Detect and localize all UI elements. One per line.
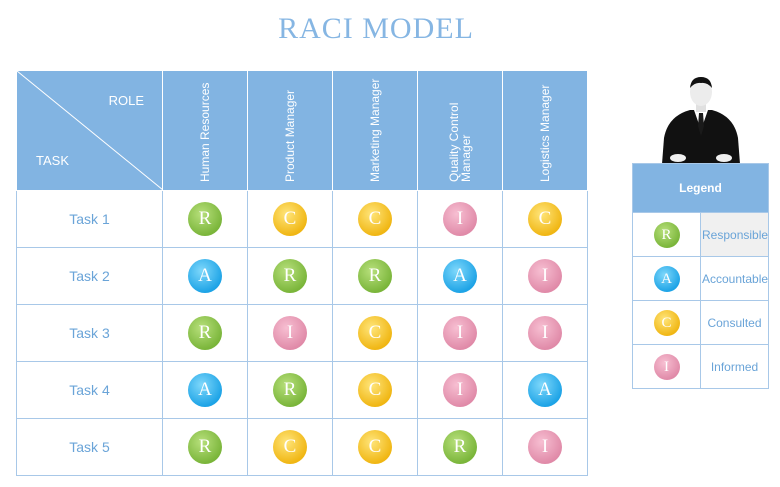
raci-badge: R [188,430,222,464]
raci-badge: R [443,430,477,464]
raci-badge: R [273,259,307,293]
legend-label: Accountable [700,256,769,301]
legend-label: Consulted [700,300,769,345]
legend-item: C Consulted [632,300,769,345]
assignment-cell: C [332,361,418,419]
raci-badge: C [358,373,392,407]
role-label: Quality Control Manager [447,102,473,182]
assignment-cell: C [332,190,418,248]
assignment-cell: A [417,247,503,305]
legend-symbol: R [632,212,701,257]
raci-badge: I [653,353,680,380]
legend-item: I Informed [632,344,769,389]
assignment-cell: A [502,361,588,419]
assignment-cell: I [417,361,503,419]
raci-badge: R [653,221,680,248]
assignment-cell: I [502,247,588,305]
raci-badge: C [273,430,307,464]
task-row: Task 3 R I C I I [16,304,588,362]
role-header: Human Resources [162,70,248,191]
task-name: Task 1 [16,190,163,248]
raci-badge: C [653,309,680,336]
assignment-cell: C [247,190,333,248]
assignment-cell: C [502,190,588,248]
assignment-cell: I [502,304,588,362]
legend-item: A Accountable [632,256,769,301]
legend-label: Responsible [700,212,769,257]
raci-badge: A [528,373,562,407]
legend-symbol: A [632,256,701,301]
raci-badge: R [188,202,222,236]
raci-badge: I [273,316,307,350]
raci-badge: R [273,373,307,407]
task-row: Task 5 R C C R I [16,418,588,476]
role-label: Logistics Manager [538,84,552,182]
raci-badge: R [188,316,222,350]
raci-badge: I [443,316,477,350]
diagonal-divider [17,71,163,190]
assignment-cell: A [162,247,248,305]
role-header: Marketing Manager [332,70,418,191]
role-label: Product Manager [283,89,297,182]
raci-badge: A [443,259,477,293]
raci-badge: A [653,265,680,292]
raci-badge: C [273,202,307,236]
raci-badge: I [443,202,477,236]
task-name: Task 2 [16,247,163,305]
corner-header: ROLE TASK [16,70,163,191]
task-row: Task 2 A R R A I [16,247,588,305]
raci-matrix: ROLE TASK Human Resources Product Manage… [16,70,588,476]
assignment-cell: R [247,247,333,305]
task-name: Task 5 [16,418,163,476]
businessman-icon [662,77,740,164]
legend-item: R Responsible [632,212,769,257]
raci-badge: I [528,316,562,350]
legend-symbol: I [632,344,701,389]
raci-badge: R [358,259,392,293]
assignment-cell: R [247,361,333,419]
raci-badge: C [358,202,392,236]
assignment-cell: R [162,190,248,248]
assignment-cell: C [332,304,418,362]
assignment-cell: I [417,304,503,362]
assignment-cell: C [247,418,333,476]
raci-badge: C [358,316,392,350]
assignment-cell: R [162,304,248,362]
raci-badge: I [443,373,477,407]
role-label: Marketing Manager [368,78,382,182]
role-header: Logistics Manager [502,70,588,191]
role-label: Human Resources [198,82,212,182]
assignment-cell: C [332,418,418,476]
raci-badge: C [358,430,392,464]
raci-badge: A [188,373,222,407]
raci-badge: C [528,202,562,236]
raci-badge: A [188,259,222,293]
task-name: Task 3 [16,304,163,362]
legend-title: Legend [632,163,769,213]
role-header: Product Manager [247,70,333,191]
assignment-cell: R [162,418,248,476]
assignment-cell: R [417,418,503,476]
assignment-cell: I [247,304,333,362]
legend-symbol: C [632,300,701,345]
role-header: Quality Control Manager [417,70,503,191]
page-title: RACI MODEL [278,12,474,45]
task-row: Task 4 A R C I A [16,361,588,419]
assignment-cell: I [417,190,503,248]
raci-badge: I [528,259,562,293]
task-row: Task 1 R C C I C [16,190,588,248]
assignment-cell: I [502,418,588,476]
raci-badge: I [528,430,562,464]
role-axis-label: ROLE [108,93,144,108]
task-name: Task 4 [16,361,163,419]
legend-label: Informed [700,344,769,389]
assignment-cell: R [332,247,418,305]
task-axis-label: TASK [36,153,69,168]
legend: Legend R Responsible A Accountable C Con… [632,163,769,389]
assignment-cell: A [162,361,248,419]
